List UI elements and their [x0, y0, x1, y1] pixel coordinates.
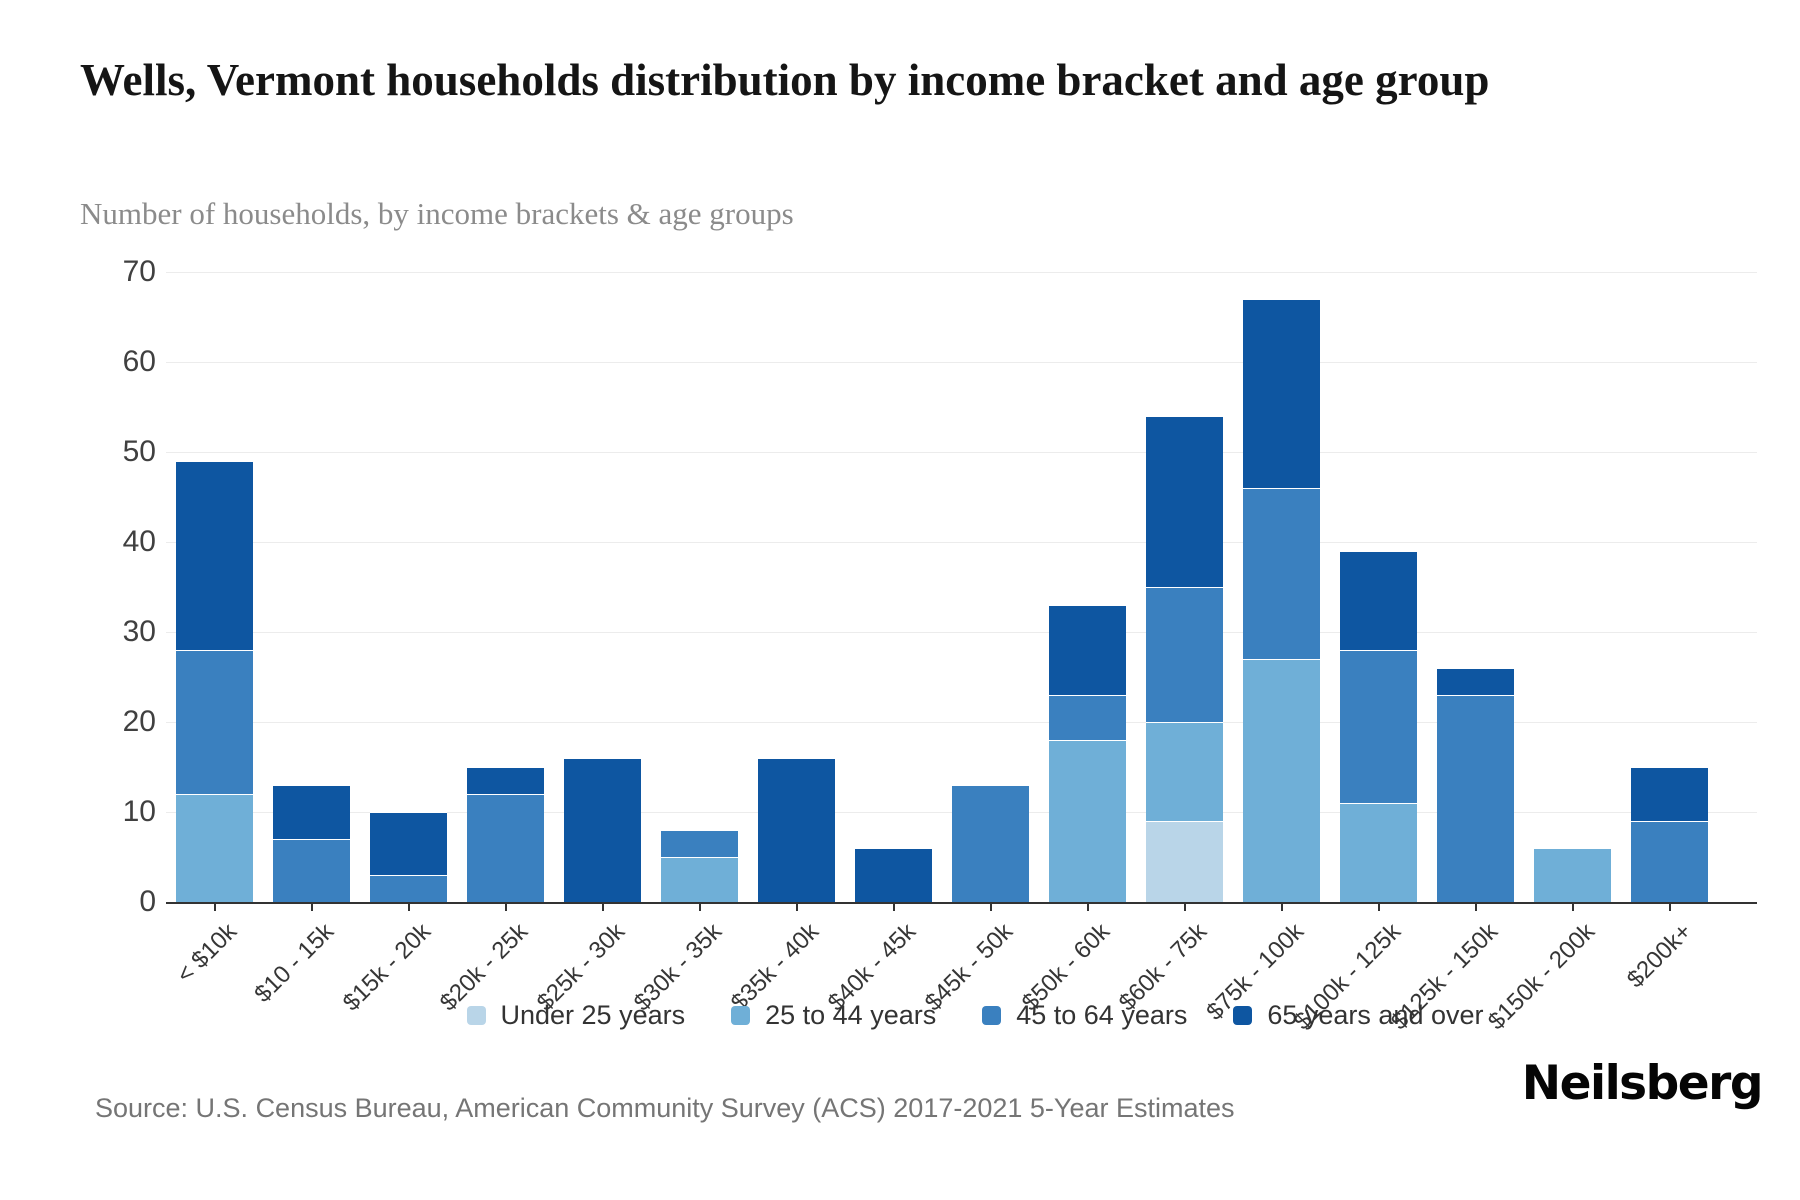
y-axis-label: 40 — [122, 525, 156, 558]
legend-swatch-icon — [466, 1006, 486, 1025]
y-gridline — [166, 452, 1757, 453]
bar-segment[interactable] — [1243, 299, 1320, 488]
x-axis-tick — [504, 904, 507, 911]
bar-segment[interactable] — [564, 758, 641, 902]
legend-label: 25 to 44 years — [765, 1000, 937, 1030]
y-axis-label: 30 — [122, 615, 156, 648]
bar-segment[interactable] — [1340, 551, 1417, 650]
neilsberg-logo: Neilsberg — [1521, 1056, 1764, 1111]
bar-segment[interactable] — [758, 758, 835, 902]
legend-swatch-icon — [1233, 1006, 1253, 1025]
y-gridline — [166, 362, 1757, 363]
bar-segment[interactable] — [370, 875, 447, 902]
x-axis-line — [166, 902, 1757, 904]
bar-segment[interactable] — [1146, 587, 1223, 722]
y-gridline — [166, 632, 1757, 633]
bar-segment[interactable] — [952, 785, 1029, 902]
y-axis-label: 60 — [122, 345, 156, 378]
legend-label: 45 to 64 years — [1016, 1000, 1188, 1030]
x-axis-label: $200k+ — [1621, 918, 1697, 994]
legend-item[interactable]: 65 years and over — [1233, 1000, 1484, 1031]
source-note: Source: U.S. Census Bureau, American Com… — [95, 1093, 1235, 1123]
chart-legend: Under 25 years 25 to 44 years 45 to 64 yea… — [150, 1000, 1800, 1031]
x-axis-label: $10 - 15k — [248, 918, 339, 1008]
bar-segment[interactable] — [1631, 767, 1708, 821]
y-gridline — [166, 722, 1757, 723]
x-axis-tick — [892, 904, 895, 911]
bar-segment[interactable] — [273, 785, 350, 839]
x-axis-tick — [795, 904, 798, 911]
bar-segment[interactable] — [1146, 821, 1223, 902]
x-axis-tick — [1668, 904, 1671, 911]
y-axis-label: 0 — [139, 885, 156, 918]
bar-segment[interactable] — [1049, 695, 1126, 740]
x-axis-tick — [1377, 904, 1380, 911]
x-axis-tick — [1571, 904, 1574, 911]
bar-segment[interactable] — [1340, 650, 1417, 803]
y-axis-label: 10 — [122, 795, 156, 828]
y-gridline — [166, 272, 1757, 273]
bar-segment[interactable] — [1243, 659, 1320, 902]
x-axis-tick — [310, 904, 313, 911]
x-axis-label: < $10k — [171, 918, 242, 989]
bar-segment[interactable] — [1437, 695, 1514, 902]
x-axis-tick — [407, 904, 410, 911]
chart-title: Wells, Vermont households distribution b… — [80, 55, 1490, 105]
legend-item[interactable]: 45 to 64 years — [982, 1000, 1187, 1031]
bar-segment[interactable] — [1049, 740, 1126, 902]
bar-segment[interactable] — [1243, 488, 1320, 659]
bar-segment[interactable] — [1340, 803, 1417, 902]
bar-segment[interactable] — [1146, 722, 1223, 821]
y-axis-label: 50 — [122, 435, 156, 468]
bar-segment[interactable] — [467, 794, 544, 902]
bar-segment[interactable] — [370, 812, 447, 875]
bar-segment[interactable] — [273, 839, 350, 902]
legend-label: 65 years and over — [1267, 1000, 1484, 1030]
bar-segment[interactable] — [661, 830, 738, 857]
bar-segment[interactable] — [176, 461, 253, 650]
bar-segment[interactable] — [1146, 416, 1223, 587]
x-axis-tick — [1280, 904, 1283, 911]
bar-segment[interactable] — [1437, 668, 1514, 695]
x-axis-tick — [1086, 904, 1089, 911]
legend-swatch-icon — [731, 1006, 751, 1025]
bar-segment[interactable] — [1049, 605, 1126, 695]
bar-segment[interactable] — [855, 848, 932, 902]
y-axis-label: 70 — [122, 255, 156, 288]
chart-subtitle: Number of households, by income brackets… — [80, 196, 794, 231]
x-axis-tick — [601, 904, 604, 911]
x-axis-tick — [698, 904, 701, 911]
x-axis-tick — [213, 904, 216, 911]
y-gridline — [166, 542, 1757, 543]
bar-segment[interactable] — [661, 857, 738, 902]
x-axis-tick — [989, 904, 992, 911]
y-axis-label: 20 — [122, 705, 156, 738]
bar-segment[interactable] — [1631, 821, 1708, 902]
bar-segment[interactable] — [176, 650, 253, 794]
legend-item[interactable]: 25 to 44 years — [731, 1000, 936, 1031]
legend-swatch-icon — [982, 1006, 1002, 1025]
legend-label: Under 25 years — [500, 1000, 686, 1030]
legend-item[interactable]: Under 25 years — [466, 1000, 686, 1031]
bar-segment[interactable] — [467, 767, 544, 794]
x-axis-tick — [1183, 904, 1186, 911]
bar-segment[interactable] — [1534, 848, 1611, 902]
x-axis-tick — [1474, 904, 1477, 911]
bar-segment[interactable] — [176, 794, 253, 902]
